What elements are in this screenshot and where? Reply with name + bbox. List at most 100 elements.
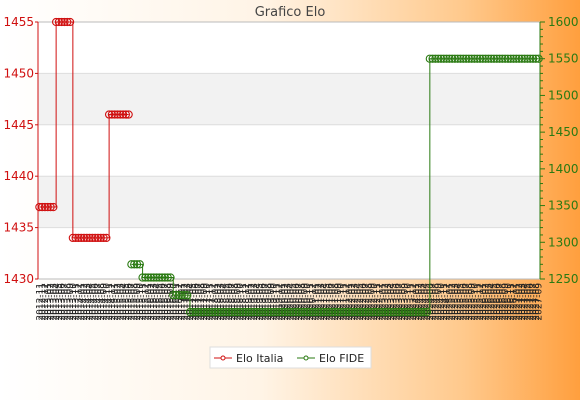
- x-tick-label: 2027-06: [526, 283, 536, 321]
- x-tick-label: 2022-11: [373, 283, 383, 321]
- y-right-tick-label: 1550: [548, 52, 579, 66]
- point-elo-fide: [478, 54, 487, 63]
- x-tick-label: 2027-03: [518, 283, 528, 321]
- x-tick-label: 2025-03: [451, 283, 461, 321]
- point-elo-fide: [358, 307, 368, 317]
- point-elo-fide: [408, 307, 418, 317]
- point-elo-fide: [473, 54, 482, 63]
- x-tick-label: 2014-09: [100, 283, 110, 321]
- x-tick-label: 2023-09: [401, 283, 411, 321]
- legend-item-italia: Elo Italia: [214, 352, 283, 365]
- point-elo-fide: [372, 307, 381, 317]
- x-tick-label: 2019-11: [272, 283, 282, 321]
- x-tick-label: 2021-03: [317, 283, 327, 321]
- x-tick-label: 2015-02: [113, 283, 123, 321]
- point-elo-fide: [183, 291, 192, 300]
- point-elo-fide: [224, 307, 234, 317]
- x-tick-label: 2023-08: [398, 283, 408, 321]
- x-tick-label: 2016-11: [172, 283, 182, 321]
- x-tick-label: 2023-12: [409, 283, 419, 321]
- x-tick-label: 2019-08: [264, 283, 274, 321]
- point-elo-fide: [414, 307, 423, 317]
- x-tick-label: 2026-04: [487, 283, 497, 321]
- point-elo-fide: [269, 307, 278, 317]
- point-elo-fide: [411, 307, 421, 317]
- x-tick-label: 2017-01: [178, 283, 188, 321]
- x-tick-label: 2015-06: [125, 283, 135, 321]
- point-elo-fide: [392, 307, 401, 317]
- point-elo-fide: [272, 307, 281, 317]
- point-elo-italia: [91, 233, 100, 243]
- point-elo-fide: [523, 54, 532, 63]
- x-tick-label: 2016-08: [164, 283, 174, 321]
- point-elo-fide: [196, 307, 206, 317]
- point-elo-italia: [51, 17, 61, 27]
- point-elo-fide: [420, 307, 429, 317]
- x-tick-label: 2013-07: [60, 283, 70, 321]
- x-tick-label: 2017-11: [206, 283, 216, 321]
- x-tick-label: 2017-09: [200, 283, 210, 321]
- point-elo-italia: [49, 202, 58, 212]
- x-tick-label: 2025-06: [459, 283, 469, 321]
- point-elo-fide: [364, 307, 373, 317]
- x-tick-label: 2020-01: [278, 283, 288, 321]
- point-elo-fide: [280, 307, 289, 317]
- x-tick-label: 2025-01: [445, 283, 455, 321]
- x-tick-label: 2024-08: [431, 283, 441, 321]
- x-tick-label: 2017-08: [197, 283, 207, 321]
- x-tick-label: 2014-11: [105, 283, 115, 321]
- point-elo-fide: [283, 307, 292, 317]
- x-tick-label: 2019-12: [275, 283, 285, 321]
- x-tick-label: 2012-11: [35, 283, 45, 321]
- x-tick-label: 2025-07: [462, 283, 472, 321]
- point-elo-fide: [213, 307, 223, 317]
- point-elo-italia: [54, 17, 64, 27]
- point-elo-italia: [57, 17, 66, 27]
- y-axis-left: 1430 1435 1440 1445 1450 1455: [3, 15, 39, 286]
- x-tick-label: 2016-01: [144, 283, 154, 321]
- point-elo-fide: [492, 54, 501, 63]
- x-tick-label: 2013-03: [49, 283, 59, 321]
- point-elo-fide: [428, 54, 437, 63]
- x-tick-label: 2021-06: [325, 283, 335, 321]
- x-tick-label: 2025-08: [465, 283, 475, 321]
- x-axis-labels: 2012-112012-112012-122013-012013-022013-…: [35, 283, 544, 321]
- x-tick-label: 2021-02: [314, 283, 324, 321]
- point-elo-fide: [328, 307, 337, 317]
- point-elo-fide: [227, 307, 236, 317]
- x-tick-label: 2015-10: [136, 283, 146, 321]
- x-tick-label: 2022-06: [359, 283, 369, 321]
- point-elo-italia: [118, 110, 128, 119]
- point-elo-fide: [425, 54, 434, 63]
- point-elo-italia: [35, 202, 44, 212]
- point-elo-italia: [85, 233, 94, 243]
- point-elo-fide: [506, 54, 515, 63]
- point-elo-fide: [475, 54, 485, 63]
- point-elo-fide: [191, 307, 200, 317]
- point-elo-fide: [434, 54, 443, 63]
- point-elo-fide: [219, 307, 228, 317]
- x-tick-label: 2014-04: [86, 283, 96, 321]
- x-tick-label: 2022-09: [367, 283, 377, 321]
- point-elo-italia: [60, 17, 69, 27]
- x-tick-label: 2021-11: [339, 283, 349, 321]
- x-tick-label: 2016-03: [150, 283, 160, 321]
- series-elo-fide: [127, 54, 543, 317]
- x-tick-label: 2017-05: [189, 283, 199, 321]
- point-elo-fide: [277, 307, 287, 317]
- x-tick-label: 2015-07: [127, 283, 137, 321]
- x-tick-label: 2014-06: [91, 283, 101, 321]
- legend-box: [209, 346, 372, 369]
- point-elo-fide: [174, 291, 183, 300]
- x-tick-label: 2022-01: [345, 283, 355, 321]
- x-tick-label: 2027-02: [515, 283, 525, 321]
- point-elo-fide: [333, 307, 342, 317]
- y-left-tick-label: 1455: [3, 15, 34, 29]
- point-elo-fide: [202, 307, 211, 317]
- point-elo-fide: [230, 307, 239, 317]
- x-tick-label: 2027-07: [529, 283, 539, 321]
- plot-area: [37, 21, 541, 280]
- x-tick-label: 2023-05: [390, 283, 400, 321]
- point-elo-fide: [194, 307, 203, 317]
- point-elo-italia: [104, 110, 114, 119]
